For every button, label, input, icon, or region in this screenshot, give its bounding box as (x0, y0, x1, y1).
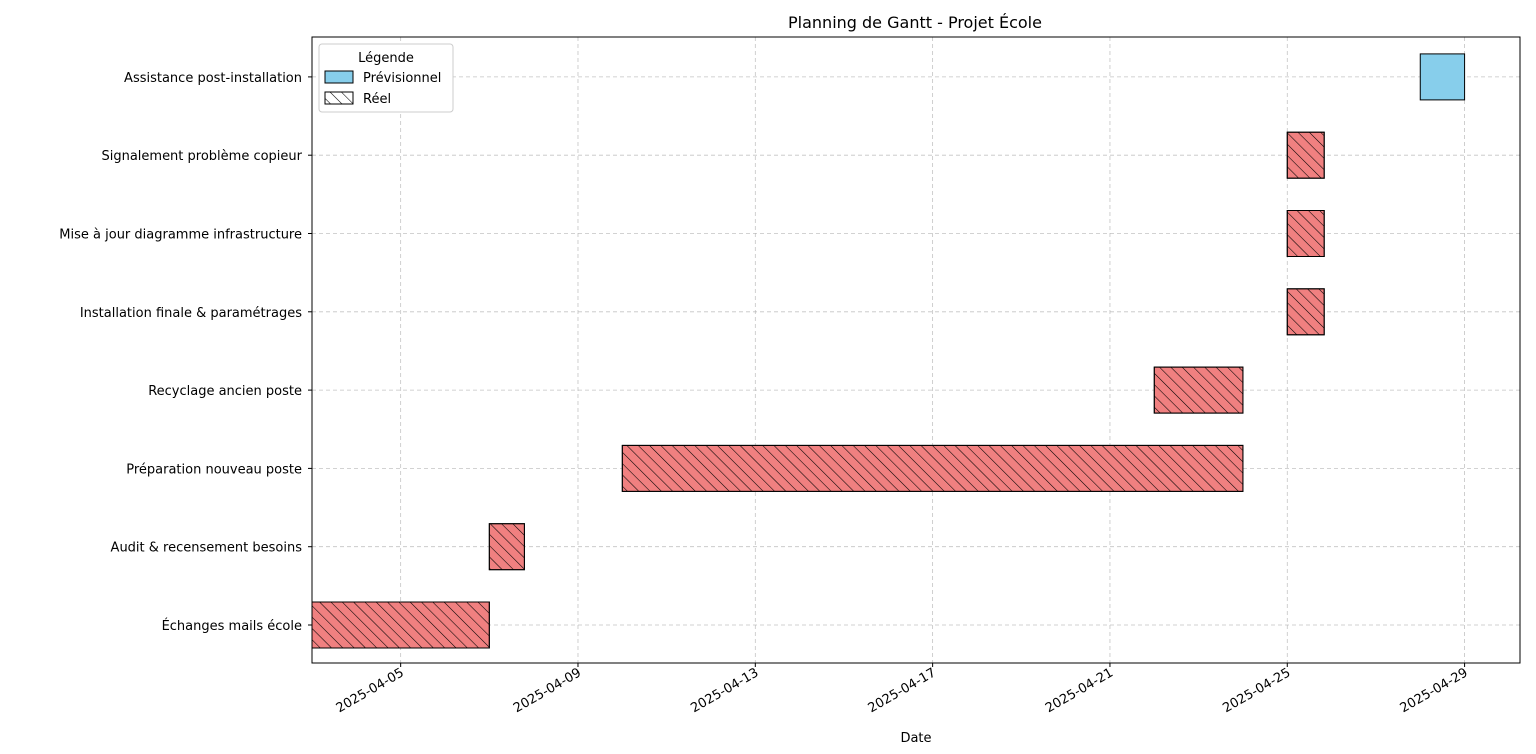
task-bar-hatch (488, 523, 525, 571)
task-bar-actual (621, 444, 1244, 492)
task-label: Signalement problème copieur (101, 149, 302, 164)
x-tick-label: 2025-04-29 (1398, 665, 1471, 716)
task-bar-actual (1286, 288, 1325, 336)
task-label: Assistance post-installation (124, 71, 302, 86)
task-bar-hatch (311, 601, 490, 649)
x-tick-label: 2025-04-13 (688, 665, 761, 716)
task-bar-actual (488, 523, 525, 571)
task-bar-actual (1286, 131, 1325, 179)
task-bars (311, 53, 1466, 649)
plot-frame (311, 36, 1521, 664)
task-bar-hatch (1153, 366, 1244, 414)
x-tick-label: 2025-04-21 (1043, 665, 1116, 716)
legend: Légende Prévisionnel Réel (318, 43, 454, 113)
task-bar-planned (1419, 53, 1466, 101)
task-bar-actual (311, 601, 490, 649)
task-label: Mise à jour diagramme infrastructure (59, 228, 302, 243)
y-tick-labels: Échanges mails école Audit & recensement … (59, 71, 312, 634)
task-label: Audit & recensement besoins (111, 541, 303, 556)
task-bar-hatch (621, 444, 1244, 492)
task-label: Échanges mails école (162, 618, 302, 634)
x-tick-label: 2025-04-17 (866, 665, 939, 716)
x-axis-label: Date (900, 731, 931, 746)
x-tick-label: 2025-04-25 (1220, 665, 1293, 716)
x-tick-label: 2025-04-09 (511, 665, 584, 716)
task-bar-actual (1286, 210, 1325, 257)
task-bar-fill (1419, 53, 1466, 101)
legend-label-planned: Prévisionnel (363, 71, 441, 86)
legend-label-actual: Réel (363, 92, 391, 107)
task-bar-hatch (1286, 288, 1325, 336)
task-bar-actual (1153, 366, 1244, 414)
legend-swatch-planned (324, 70, 354, 84)
x-tick-labels: 2025-04-05 2025-04-09 2025-04-13 2025-04-17… (334, 663, 1471, 716)
task-label: Recyclage ancien poste (148, 384, 302, 399)
task-bar-hatch (1286, 210, 1325, 257)
legend-swatch-actual (324, 91, 354, 105)
legend-title: Légende (358, 51, 414, 66)
chart-title: Planning de Gantt - Projet École (788, 13, 1042, 32)
task-bar-hatch (1286, 131, 1325, 179)
task-label: Installation finale & paramétrages (80, 306, 302, 321)
task-label: Préparation nouveau poste (126, 462, 302, 477)
x-tick-label: 2025-04-05 (334, 665, 407, 716)
